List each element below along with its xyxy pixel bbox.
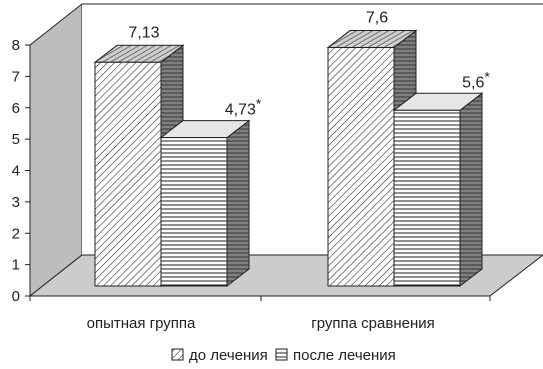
legend: до лечения после лечения — [171, 347, 396, 364]
legend-swatch-after — [275, 348, 288, 361]
y-tick-label: 4 — [12, 163, 20, 180]
bar-side — [459, 92, 483, 288]
y-tick-label: 8 — [12, 37, 20, 54]
data-label: 4,73* — [225, 96, 262, 119]
y-axis-ticks: 0 1 2 3 4 5 6 7 8 — [12, 37, 30, 305]
legend-label-after: после лечения — [293, 347, 396, 364]
y-tick-label: 3 — [12, 194, 20, 211]
bar-front — [160, 137, 228, 287]
bar-front — [327, 47, 395, 287]
data-label: 5,6* — [462, 68, 490, 91]
legend-label-before: до лечения — [189, 347, 268, 364]
y-tick-label: 2 — [12, 225, 20, 242]
y-tick-label: 7 — [12, 68, 20, 85]
category-label-1: группа сравнения — [311, 315, 434, 332]
back-wall — [29, 2, 83, 298]
bars-group: 7,13 4,73* 7,6 5,6* — [93, 10, 490, 288]
y-tick-label: 1 — [12, 257, 20, 274]
legend-swatch-before — [171, 348, 184, 361]
bar-1-1 — [392, 92, 484, 288]
bar-front — [94, 61, 162, 287]
bar-0-1 — [159, 119, 251, 288]
y-tick-label: 0 — [12, 288, 20, 305]
data-label: 7,13 — [128, 24, 159, 41]
y-tick-label: 5 — [12, 131, 20, 148]
data-label: 7,6 — [366, 10, 388, 27]
bar-side — [226, 119, 250, 288]
category-label-0: опытная группа — [87, 315, 196, 332]
y-tick-label: 6 — [12, 100, 20, 117]
bar-front — [393, 109, 461, 287]
